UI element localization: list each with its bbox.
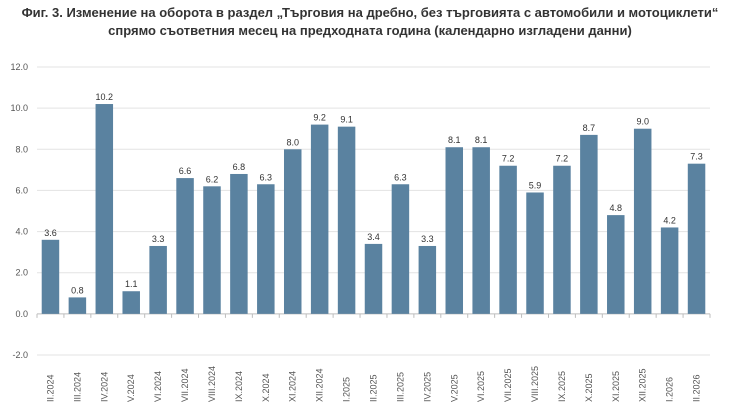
y-tick-label: 2.0 xyxy=(15,268,28,278)
bar xyxy=(607,215,625,314)
bar xyxy=(553,165,571,314)
category-label: X.2025 xyxy=(584,373,594,402)
chart-title-block: Фиг. 3. Изменение на оборота в раздел „Т… xyxy=(0,4,740,40)
data-label: 9.0 xyxy=(636,117,649,127)
bar xyxy=(364,243,383,314)
chart-title: Фиг. 3. Изменение на оборота в раздел „Т… xyxy=(21,5,719,20)
data-label: 6.3 xyxy=(394,172,407,182)
bar xyxy=(499,165,517,314)
bar xyxy=(68,297,87,314)
data-label: 8.0 xyxy=(286,137,299,147)
bar xyxy=(580,134,598,314)
category-label: IV.2024 xyxy=(99,372,109,402)
category-label: VII.2025 xyxy=(503,368,513,402)
data-label: 0.8 xyxy=(71,285,84,295)
data-label: 6.6 xyxy=(179,166,192,176)
bar xyxy=(337,126,356,314)
y-tick-label: 6.0 xyxy=(15,185,28,195)
bar xyxy=(472,147,490,314)
category-label: V.2024 xyxy=(126,374,136,402)
y-tick-label: -2.0 xyxy=(12,350,28,360)
data-label: 6.3 xyxy=(260,172,273,182)
y-tick-label: 8.0 xyxy=(15,144,28,154)
bar xyxy=(445,147,464,314)
y-tick-label: 12.0 xyxy=(10,62,28,72)
category-label: III.2024 xyxy=(72,372,82,402)
bars-layer xyxy=(41,104,706,314)
category-label: VIII.2024 xyxy=(207,366,217,402)
category-label: III.2025 xyxy=(395,372,405,402)
category-label: X.2024 xyxy=(261,373,271,402)
data-label: 8.7 xyxy=(583,123,596,133)
category-label: XI.2024 xyxy=(288,371,298,402)
category-label: VI.2025 xyxy=(476,371,486,402)
bar xyxy=(687,163,706,314)
bar xyxy=(310,124,329,314)
category-label: II.2026 xyxy=(692,374,702,402)
category-label: V.2025 xyxy=(449,374,459,402)
bar xyxy=(122,291,140,314)
bar xyxy=(633,128,652,314)
data-labels-layer: 3.6 0.8 10.2 1.1 3.3 6.6 6.2 6.8 6.3 8.0 9.2 9.1 3.4… xyxy=(44,92,703,295)
category-label: VIII.2025 xyxy=(530,366,540,402)
data-label: 3.6 xyxy=(44,228,57,238)
data-label: 7.3 xyxy=(690,152,703,162)
bar xyxy=(230,173,248,314)
bar xyxy=(391,184,410,314)
data-label: 6.8 xyxy=(233,162,246,172)
category-label: XII.2024 xyxy=(315,368,325,402)
category-label: XI.2025 xyxy=(611,371,621,402)
bar xyxy=(283,149,302,314)
category-label: I.2026 xyxy=(665,377,675,402)
bar xyxy=(418,245,437,314)
bar xyxy=(257,184,275,314)
category-label: VI.2024 xyxy=(153,371,163,402)
x-axis: II.2024 III.2024 IV.2024 V.2024 VI.2024 VII.2… xyxy=(36,313,711,402)
data-label: 8.1 xyxy=(448,135,461,145)
data-label: 7.2 xyxy=(556,154,569,164)
data-label: 9.1 xyxy=(340,115,353,125)
category-label: II.2025 xyxy=(369,374,379,402)
data-label: 3.4 xyxy=(367,232,380,242)
chart-subtitle: спрямо съответния месец на предходната г… xyxy=(108,23,632,38)
data-label: 6.2 xyxy=(206,174,219,184)
data-label: 7.2 xyxy=(502,154,515,164)
data-label: 4.2 xyxy=(663,215,676,225)
data-label: 4.8 xyxy=(610,203,623,213)
y-tick-label: 4.0 xyxy=(15,227,28,237)
data-label: 3.3 xyxy=(421,234,434,244)
category-label: IV.2025 xyxy=(422,372,432,402)
bar xyxy=(203,186,221,314)
data-label: 5.9 xyxy=(529,180,542,190)
category-label: I.2025 xyxy=(342,377,352,402)
data-label: 9.2 xyxy=(313,113,326,123)
y-tick-label: 0.0 xyxy=(15,309,28,319)
category-label: XII.2025 xyxy=(638,368,648,402)
data-label: 10.2 xyxy=(96,92,114,102)
data-label: 3.3 xyxy=(152,234,165,244)
category-label: IX.2025 xyxy=(557,371,567,402)
bar xyxy=(149,245,167,314)
bar xyxy=(526,192,544,314)
bar xyxy=(176,178,194,314)
bar xyxy=(660,227,679,314)
data-label: 1.1 xyxy=(125,279,138,289)
bar xyxy=(41,239,60,314)
category-label: II.2024 xyxy=(45,374,55,402)
data-label: 8.1 xyxy=(475,135,488,145)
category-label: IX.2024 xyxy=(234,371,244,402)
y-tick-label: 10.0 xyxy=(10,103,28,113)
category-label: VII.2024 xyxy=(180,368,190,402)
bar xyxy=(95,104,114,314)
